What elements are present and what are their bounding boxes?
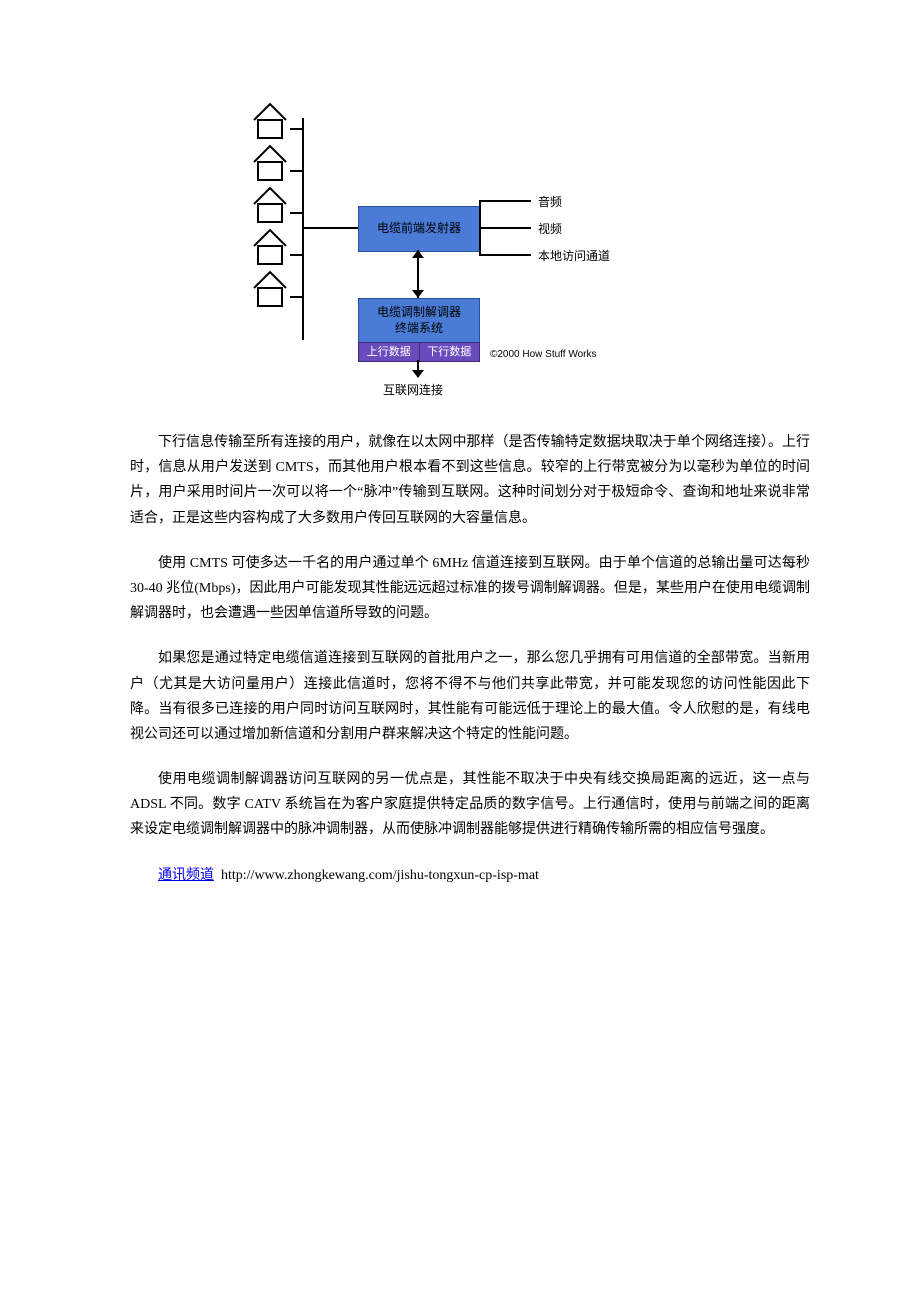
headend-box: 电缆前端发射器 [358, 206, 480, 252]
bus-to-headend-line [303, 227, 358, 229]
house-icon [250, 184, 290, 226]
arrow-down-icon [412, 370, 424, 378]
house-connector [290, 254, 302, 256]
headend-label: 电缆前端发射器 [377, 218, 461, 240]
local-access-line [479, 254, 531, 256]
footer-link-line: 通讯频道 http://www.zhongkewang.com/jishu-to… [130, 863, 810, 888]
downlink-label: 下行数据 [420, 343, 480, 361]
houses-column [250, 100, 290, 310]
diagram-copyright: ©2000 How Stuff Works [490, 346, 597, 364]
document-page: 电缆前端发射器 音频 视频 本地访问通道 电缆调制解调器 终端系统 上行数据 下… [0, 0, 920, 948]
paragraph-2: 使用 CMTS 可使多达一千名的用户通过单个 6MHz 信道连接到互联网。由于单… [130, 551, 810, 627]
paragraph-3: 如果您是通过特定电缆信道连接到互联网的首批用户之一，那么您几乎拥有可用信道的全部… [130, 646, 810, 747]
house-connector [290, 170, 302, 172]
house-connector [290, 296, 302, 298]
video-label: 视频 [538, 219, 562, 241]
data-direction-bar: 上行数据 下行数据 [358, 342, 480, 362]
video-line [479, 227, 531, 229]
headend-right-vjoin [479, 200, 481, 256]
local-access-label: 本地访问通道 [538, 246, 610, 268]
uplink-label: 上行数据 [359, 343, 420, 361]
house-icon [250, 142, 290, 184]
house-connector [290, 128, 302, 130]
bus-line [302, 118, 304, 340]
cmts-label-line1: 电缆调制解调器 [377, 305, 461, 321]
house-icon [250, 268, 290, 310]
arrow-down-icon [412, 290, 424, 298]
internet-label: 互联网连接 [383, 380, 443, 402]
cmts-diagram: 电缆前端发射器 音频 视频 本地访问通道 电缆调制解调器 终端系统 上行数据 下… [250, 100, 670, 390]
cmts-label-line2: 终端系统 [395, 321, 443, 337]
paragraph-4: 使用电缆调制解调器访问互联网的另一优点是，其性能不取决于中央有线交换局距离的远近… [130, 767, 810, 843]
audio-line [479, 200, 531, 202]
house-icon [250, 226, 290, 268]
audio-label: 音频 [538, 192, 562, 214]
cmts-box: 电缆调制解调器 终端系统 [358, 298, 480, 344]
house-connector [290, 212, 302, 214]
comm-channel-link[interactable]: 通讯频道 [158, 868, 214, 883]
paragraph-1: 下行信息传输至所有连接的用户，就像在以太网中那样（是否传输特定数据块取决于单个网… [130, 430, 810, 531]
house-icon [250, 100, 290, 142]
comm-channel-url: http://www.zhongkewang.com/jishu-tongxun… [221, 868, 539, 883]
